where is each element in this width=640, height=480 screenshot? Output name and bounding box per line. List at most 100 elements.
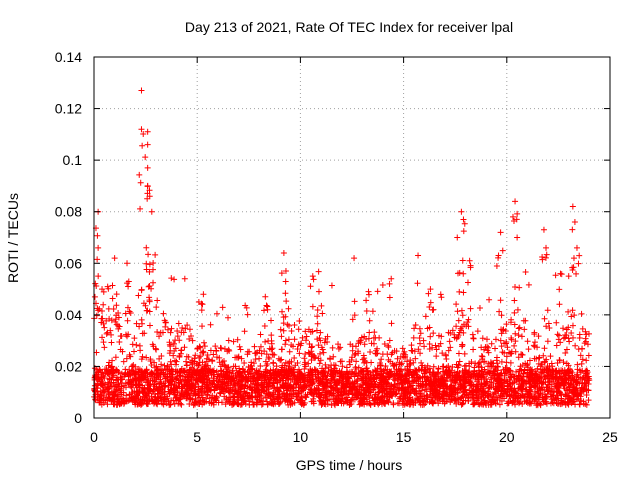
data-point: [154, 297, 161, 304]
data-point: [302, 384, 309, 391]
data-point: [176, 372, 183, 379]
data-point: [340, 400, 347, 407]
data-point: [197, 344, 204, 351]
data-point: [251, 343, 258, 350]
data-point: [113, 374, 120, 381]
data-point: [285, 305, 292, 312]
data-point: [569, 264, 576, 271]
data-point: [243, 389, 250, 396]
data-point: [484, 378, 491, 385]
data-point: [132, 401, 139, 408]
data-point: [338, 397, 345, 404]
data-point: [577, 352, 584, 359]
data-point: [257, 371, 264, 378]
data-point: [545, 320, 552, 327]
data-point: [452, 396, 459, 403]
data-point: [102, 397, 109, 404]
data-point: [447, 344, 454, 351]
data-point: [276, 377, 283, 384]
data-point: [293, 375, 300, 382]
data-point: [295, 341, 302, 348]
data-point: [335, 341, 342, 348]
data-point: [392, 384, 399, 391]
data-point: [457, 325, 464, 332]
data-point: [311, 385, 318, 392]
data-point: [445, 347, 452, 354]
data-point: [385, 344, 392, 351]
data-point: [475, 373, 482, 380]
data-point: [300, 387, 307, 394]
data-point: [525, 281, 532, 288]
data-point: [278, 346, 285, 353]
data-point: [545, 366, 552, 373]
data-point: [142, 302, 149, 309]
data-point: [521, 367, 528, 374]
data-point: [409, 374, 416, 381]
data-point: [566, 369, 573, 376]
data-point: [466, 360, 473, 367]
data-point: [216, 359, 223, 366]
data-point: [206, 399, 213, 406]
data-point: [193, 371, 200, 378]
data-point: [277, 398, 284, 405]
data-point: [288, 327, 295, 334]
data-point: [290, 372, 297, 379]
data-point: [585, 397, 592, 404]
data-point: [263, 302, 270, 309]
x-tick-label: 5: [193, 429, 201, 445]
data-point: [174, 333, 181, 340]
data-point: [519, 392, 526, 399]
data-point: [534, 344, 541, 351]
data-point: [236, 343, 243, 350]
data-point: [449, 388, 456, 395]
data-point: [231, 394, 238, 401]
data-point: [585, 352, 592, 359]
data-point: [283, 298, 290, 305]
data-point: [159, 400, 166, 407]
data-point: [407, 396, 414, 403]
data-point: [128, 384, 135, 391]
data-point: [191, 360, 198, 367]
data-point: [538, 384, 545, 391]
data-point: [291, 399, 298, 406]
data-point: [166, 339, 173, 346]
data-point: [461, 220, 468, 227]
data-point: [334, 399, 341, 406]
data-point: [130, 379, 137, 386]
data-point: [585, 387, 592, 394]
data-point: [478, 401, 485, 408]
data-point: [573, 396, 580, 403]
data-point: [324, 338, 331, 345]
data-point: [210, 351, 217, 358]
data-point: [196, 388, 203, 395]
data-point: [143, 244, 150, 251]
data-point: [145, 401, 152, 408]
data-point: [350, 383, 357, 390]
data-point: [329, 344, 336, 351]
data-point: [431, 372, 438, 379]
data-point: [404, 358, 411, 365]
data-point: [115, 325, 122, 332]
data-point: [430, 399, 437, 406]
data-point: [146, 193, 153, 200]
data-point: [251, 384, 258, 391]
data-point: [431, 385, 438, 392]
data-point: [230, 363, 237, 370]
data-point: [578, 360, 585, 367]
data-point: [246, 383, 253, 390]
data-point: [313, 367, 320, 374]
data-point: [208, 371, 215, 378]
data-point: [270, 394, 277, 401]
data-point: [343, 380, 350, 387]
data-point: [109, 295, 116, 302]
data-point: [199, 401, 206, 408]
data-point: [460, 270, 467, 277]
data-point: [108, 317, 115, 324]
data-point: [238, 374, 245, 381]
data-point: [301, 355, 308, 362]
data-point: [560, 325, 567, 332]
data-point: [446, 338, 453, 345]
data-point: [552, 374, 559, 381]
data-point: [440, 363, 447, 370]
data-point: [154, 372, 161, 379]
